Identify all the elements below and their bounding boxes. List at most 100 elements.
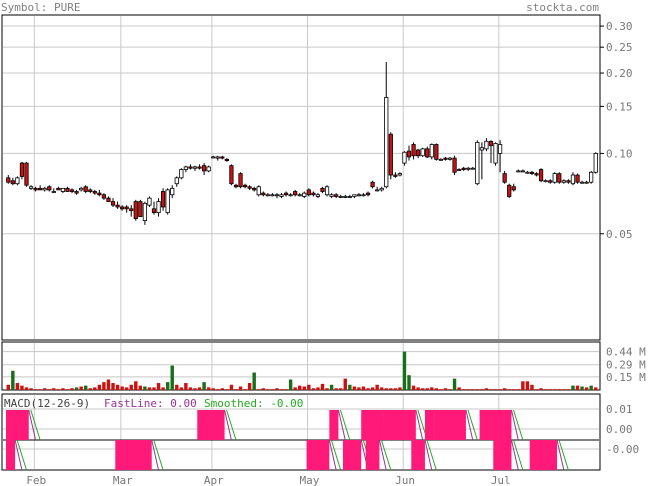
volume-bar	[498, 389, 502, 390]
volume-bar	[24, 387, 29, 390]
candle-body	[297, 194, 302, 197]
volume-bar	[457, 387, 461, 390]
fastline-segment	[224, 409, 232, 441]
volume-bar	[521, 381, 525, 390]
volume-bar	[129, 384, 133, 390]
candle-body	[443, 157, 448, 160]
candle-body	[15, 177, 20, 185]
x-tick-label: May	[300, 474, 320, 486]
volume-frame	[1, 341, 601, 391]
macd-positive-band	[424, 410, 435, 440]
x-tick-label: Jun	[395, 474, 415, 486]
brand-label[interactable]: stockta.com	[526, 1, 599, 14]
candle-body	[338, 196, 343, 198]
candle-body	[142, 202, 148, 222]
volume-bar	[534, 389, 539, 390]
candle-body	[279, 194, 284, 197]
macd-tick-label: -0.00	[606, 443, 639, 456]
volume-bar	[320, 383, 325, 390]
volume-bar	[216, 389, 220, 390]
volume-panel: 0.44 M0.29 M0.15 M	[1, 341, 646, 391]
volume-bar	[284, 389, 288, 390]
x-axis: Feb Mar Apr May Jun Jul	[26, 474, 510, 486]
y-tick-label: 0.25	[606, 41, 633, 54]
smoothed-segment	[330, 439, 342, 471]
volume-bar	[293, 387, 297, 390]
macd-negative-band	[365, 440, 380, 470]
candle-body	[379, 187, 384, 191]
candle-body	[224, 158, 229, 161]
fastline-segment	[510, 409, 519, 441]
volume-bar	[188, 387, 193, 390]
x-tick-label: Apr	[204, 474, 224, 486]
price-panel: 0.30 0.25 0.20 0.15 0.10 0.05	[1, 14, 633, 341]
volume-bar	[211, 388, 215, 390]
volume-bar	[452, 378, 457, 390]
volume-bar	[170, 365, 174, 390]
volume-bar	[366, 388, 370, 390]
volume-bar	[430, 387, 434, 390]
volume-bar	[594, 387, 598, 390]
x-tick-label: Mar	[113, 474, 133, 486]
candle-body	[19, 162, 25, 177]
volume-bar	[120, 386, 124, 390]
candle-body	[156, 201, 161, 214]
candle-body	[570, 174, 576, 185]
candle-body	[511, 186, 516, 191]
volume-bar	[15, 383, 20, 390]
volume-bar	[407, 375, 411, 390]
fastline-segment	[510, 439, 519, 471]
volume-bar	[348, 384, 352, 390]
macd-tick-label: 0.00	[606, 423, 633, 436]
candle-body	[557, 173, 562, 183]
candle-body	[147, 197, 152, 206]
smoothed-segment	[226, 409, 237, 441]
candle-body	[242, 184, 248, 188]
volume-bar	[243, 389, 247, 390]
candle-body	[420, 148, 425, 157]
candle-body	[138, 201, 143, 217]
volume-bar	[111, 383, 115, 390]
candle-body	[416, 149, 421, 157]
candle-body	[434, 144, 439, 160]
volume-bar	[525, 381, 530, 390]
volume-bar	[252, 372, 256, 390]
candle-body	[265, 194, 270, 197]
volume-bar	[229, 384, 234, 390]
volume-bar	[411, 385, 416, 390]
macd-title: MACD(12-26-9)	[4, 397, 90, 410]
candle-body	[320, 187, 325, 192]
candle-body	[429, 144, 434, 158]
volume-bar	[571, 385, 575, 390]
candle-body	[206, 166, 211, 172]
volume-bar	[247, 383, 252, 390]
y-tick-label: 0.20	[606, 67, 633, 80]
volume-bar	[434, 388, 439, 390]
candle-body	[283, 192, 289, 196]
volume-bar	[562, 389, 566, 390]
candle-body	[393, 174, 398, 177]
volume-bar	[33, 389, 38, 390]
volume-bar	[143, 386, 147, 390]
candle-body	[502, 173, 507, 183]
candle-body	[115, 204, 120, 208]
candle-body	[329, 194, 334, 197]
candle-body	[293, 191, 298, 196]
candle-body	[79, 187, 84, 191]
macd-negative-band	[411, 440, 425, 470]
candle-body	[92, 191, 97, 194]
candle-body	[411, 144, 416, 157]
volume-bar	[97, 384, 102, 390]
volume-bar	[288, 379, 293, 390]
volume-bar	[257, 389, 261, 390]
volume-bar	[43, 388, 47, 390]
candle-body	[233, 184, 239, 188]
volume-bar	[156, 383, 161, 390]
candle-body	[566, 180, 571, 183]
candle-body	[302, 192, 307, 197]
volume-bar	[516, 389, 521, 390]
candle-body	[42, 187, 47, 191]
candle-body	[479, 147, 484, 151]
candle-body	[83, 186, 88, 192]
candle-body	[252, 187, 257, 191]
